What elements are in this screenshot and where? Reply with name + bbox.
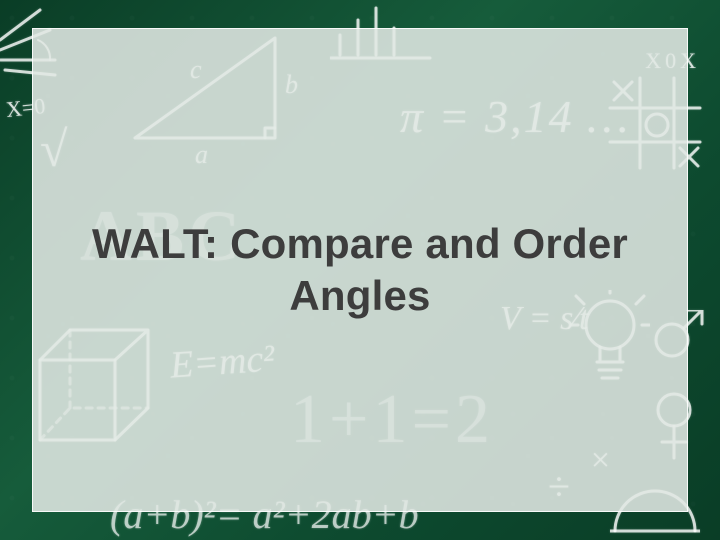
slide-title: WALT: Compare and Order Angles [61, 218, 659, 323]
content-overlay: WALT: Compare and Order Angles [32, 28, 688, 512]
